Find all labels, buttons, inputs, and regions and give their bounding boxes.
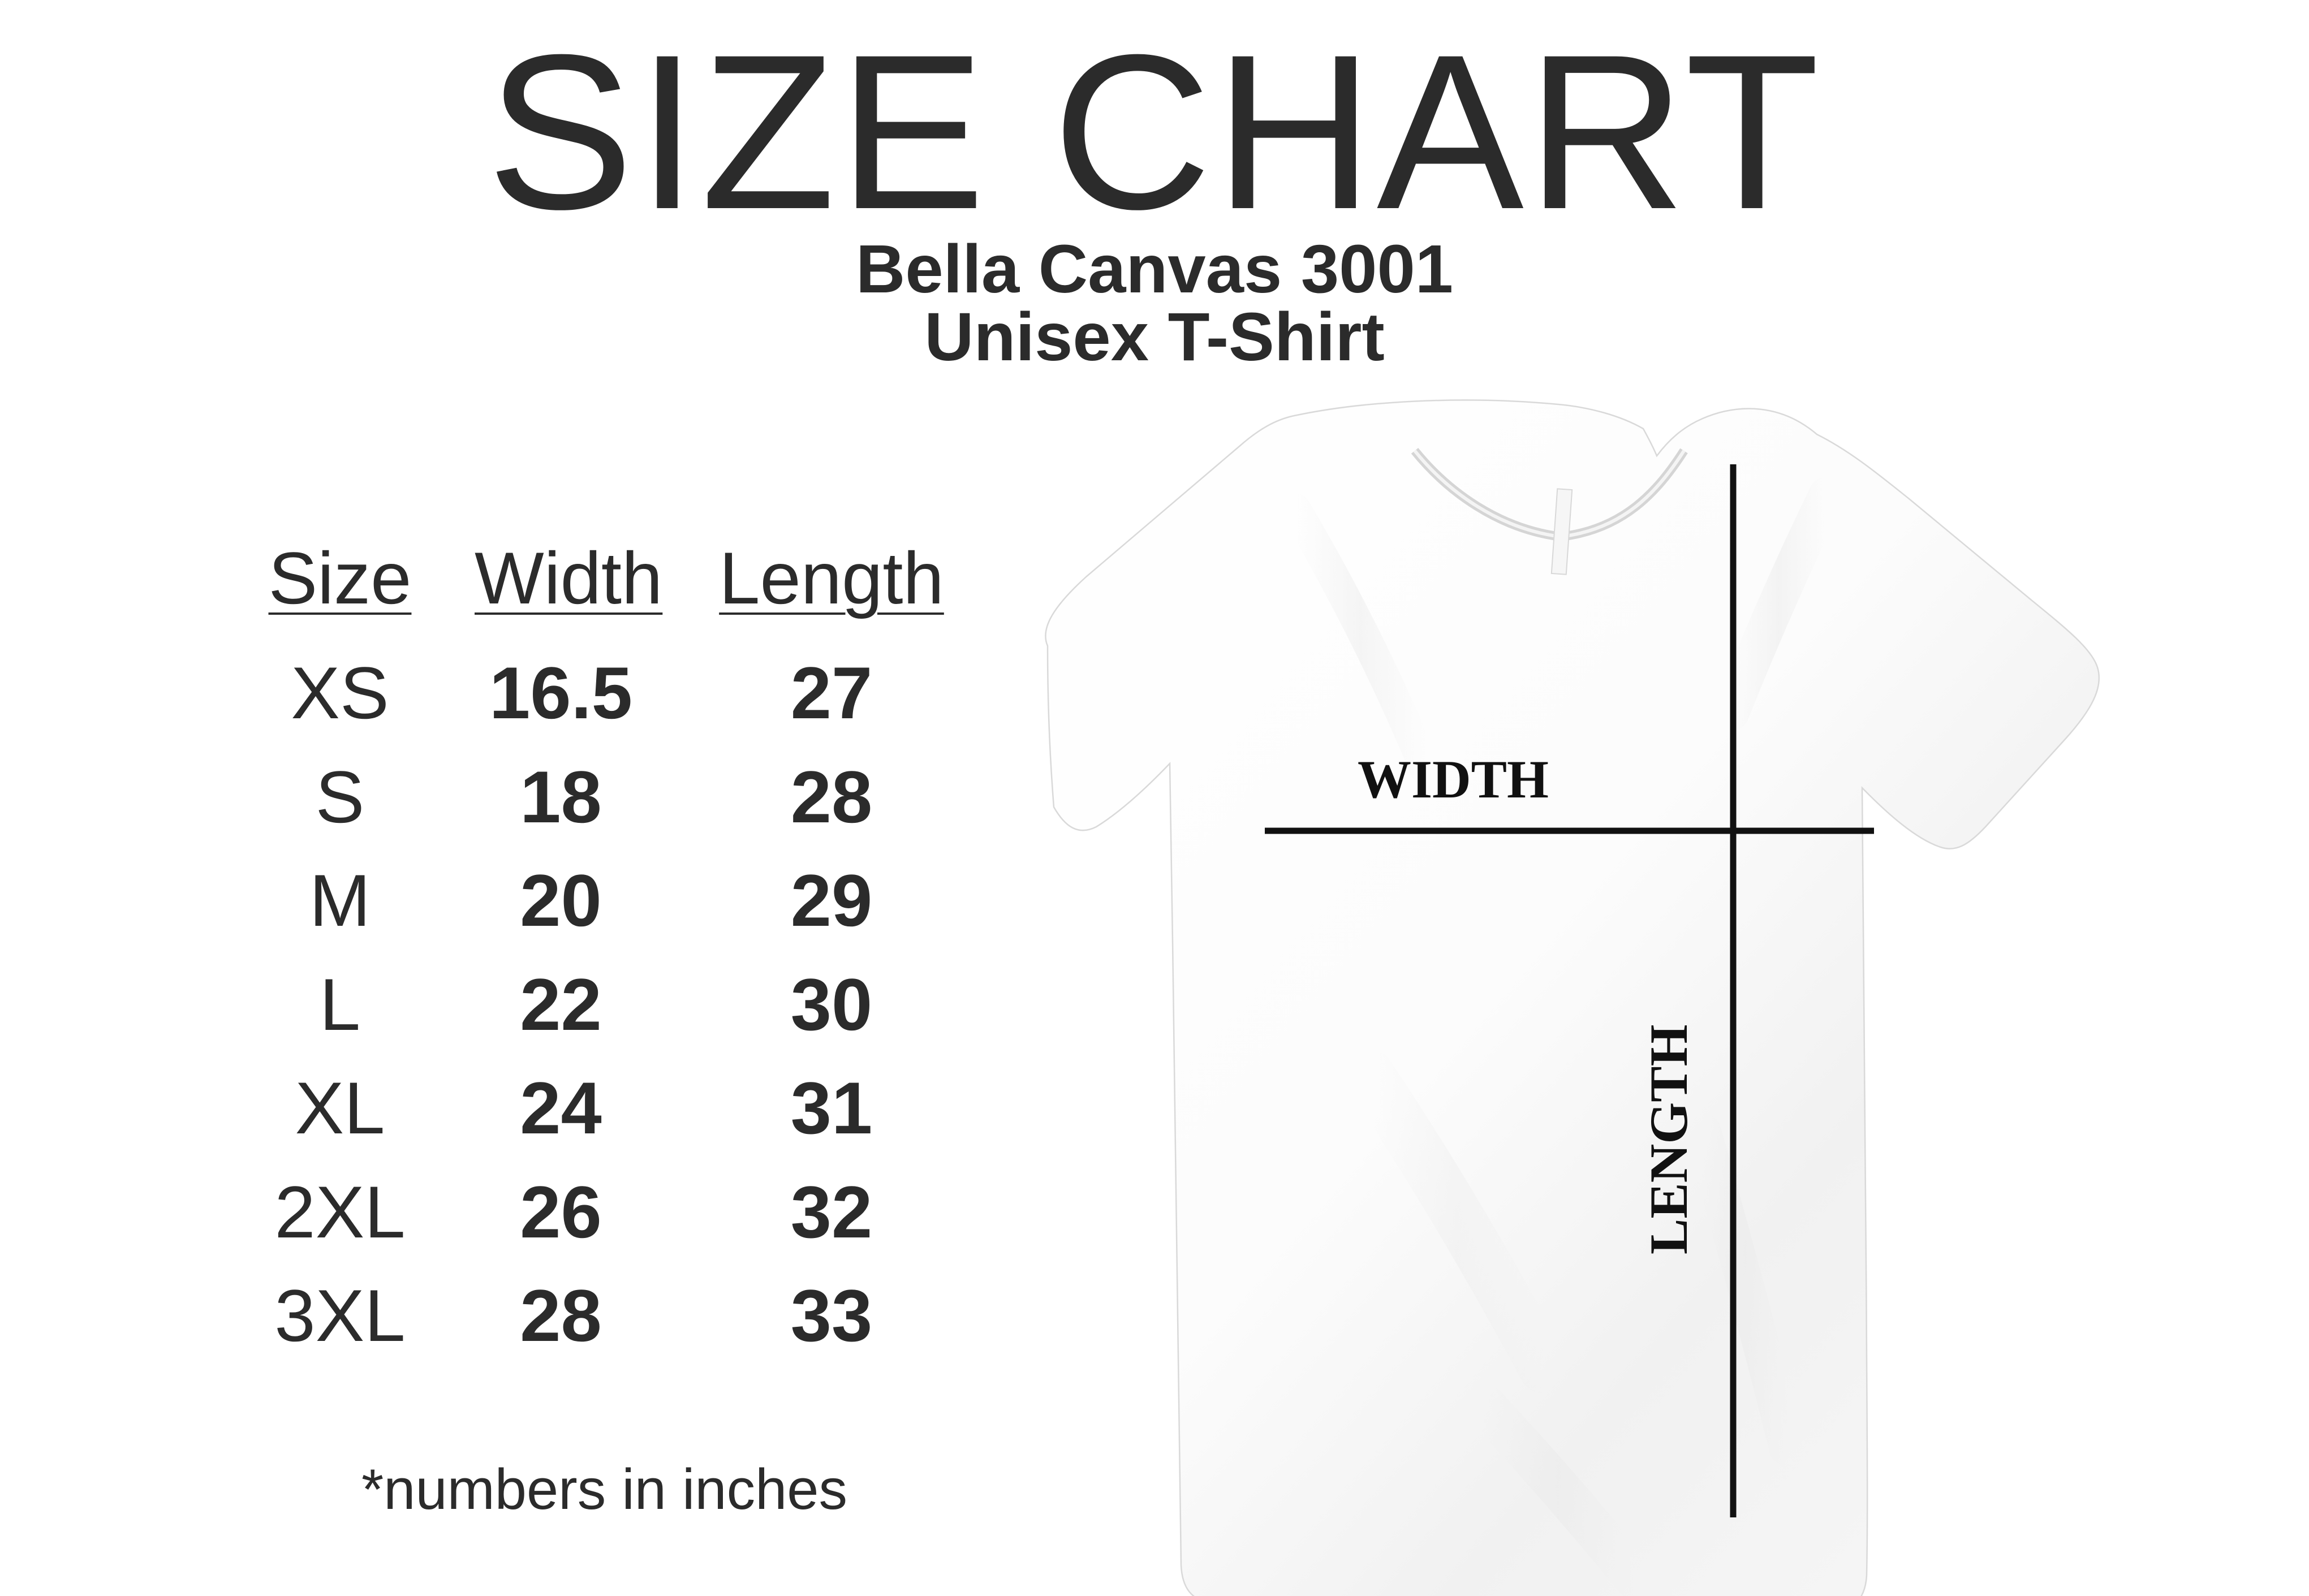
svg-text:WIDTH: WIDTH — [1358, 749, 1549, 809]
svg-text:LENGTH: LENGTH — [1639, 1025, 1699, 1255]
